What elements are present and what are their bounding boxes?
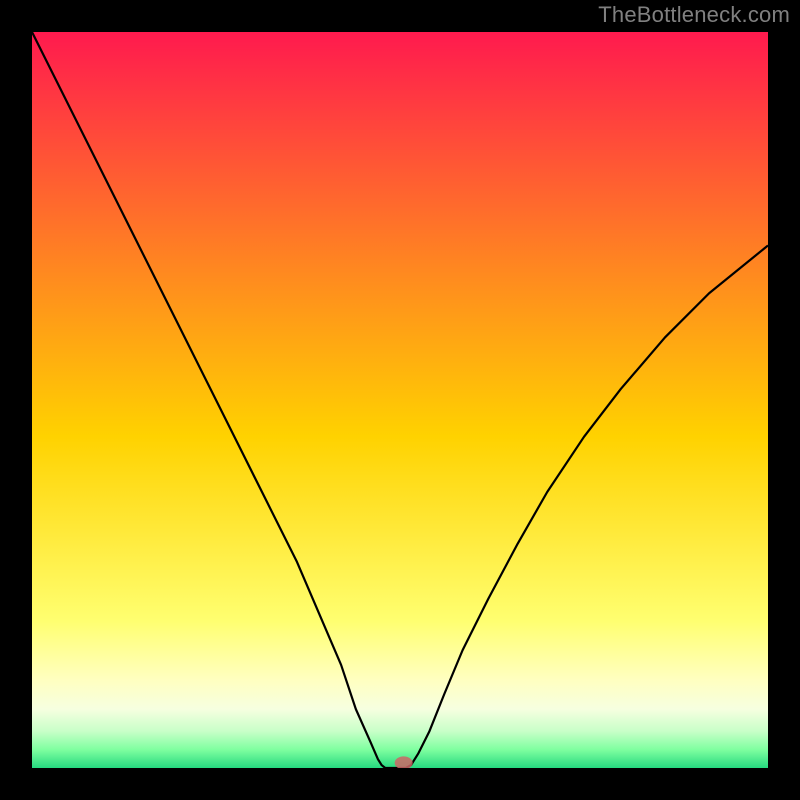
optimum-marker	[395, 756, 413, 769]
plot-gradient-background	[32, 32, 768, 768]
bottleneck-chart	[0, 0, 800, 800]
chart-container: TheBottleneck.com	[0, 0, 800, 800]
watermark-label: TheBottleneck.com	[598, 2, 790, 28]
